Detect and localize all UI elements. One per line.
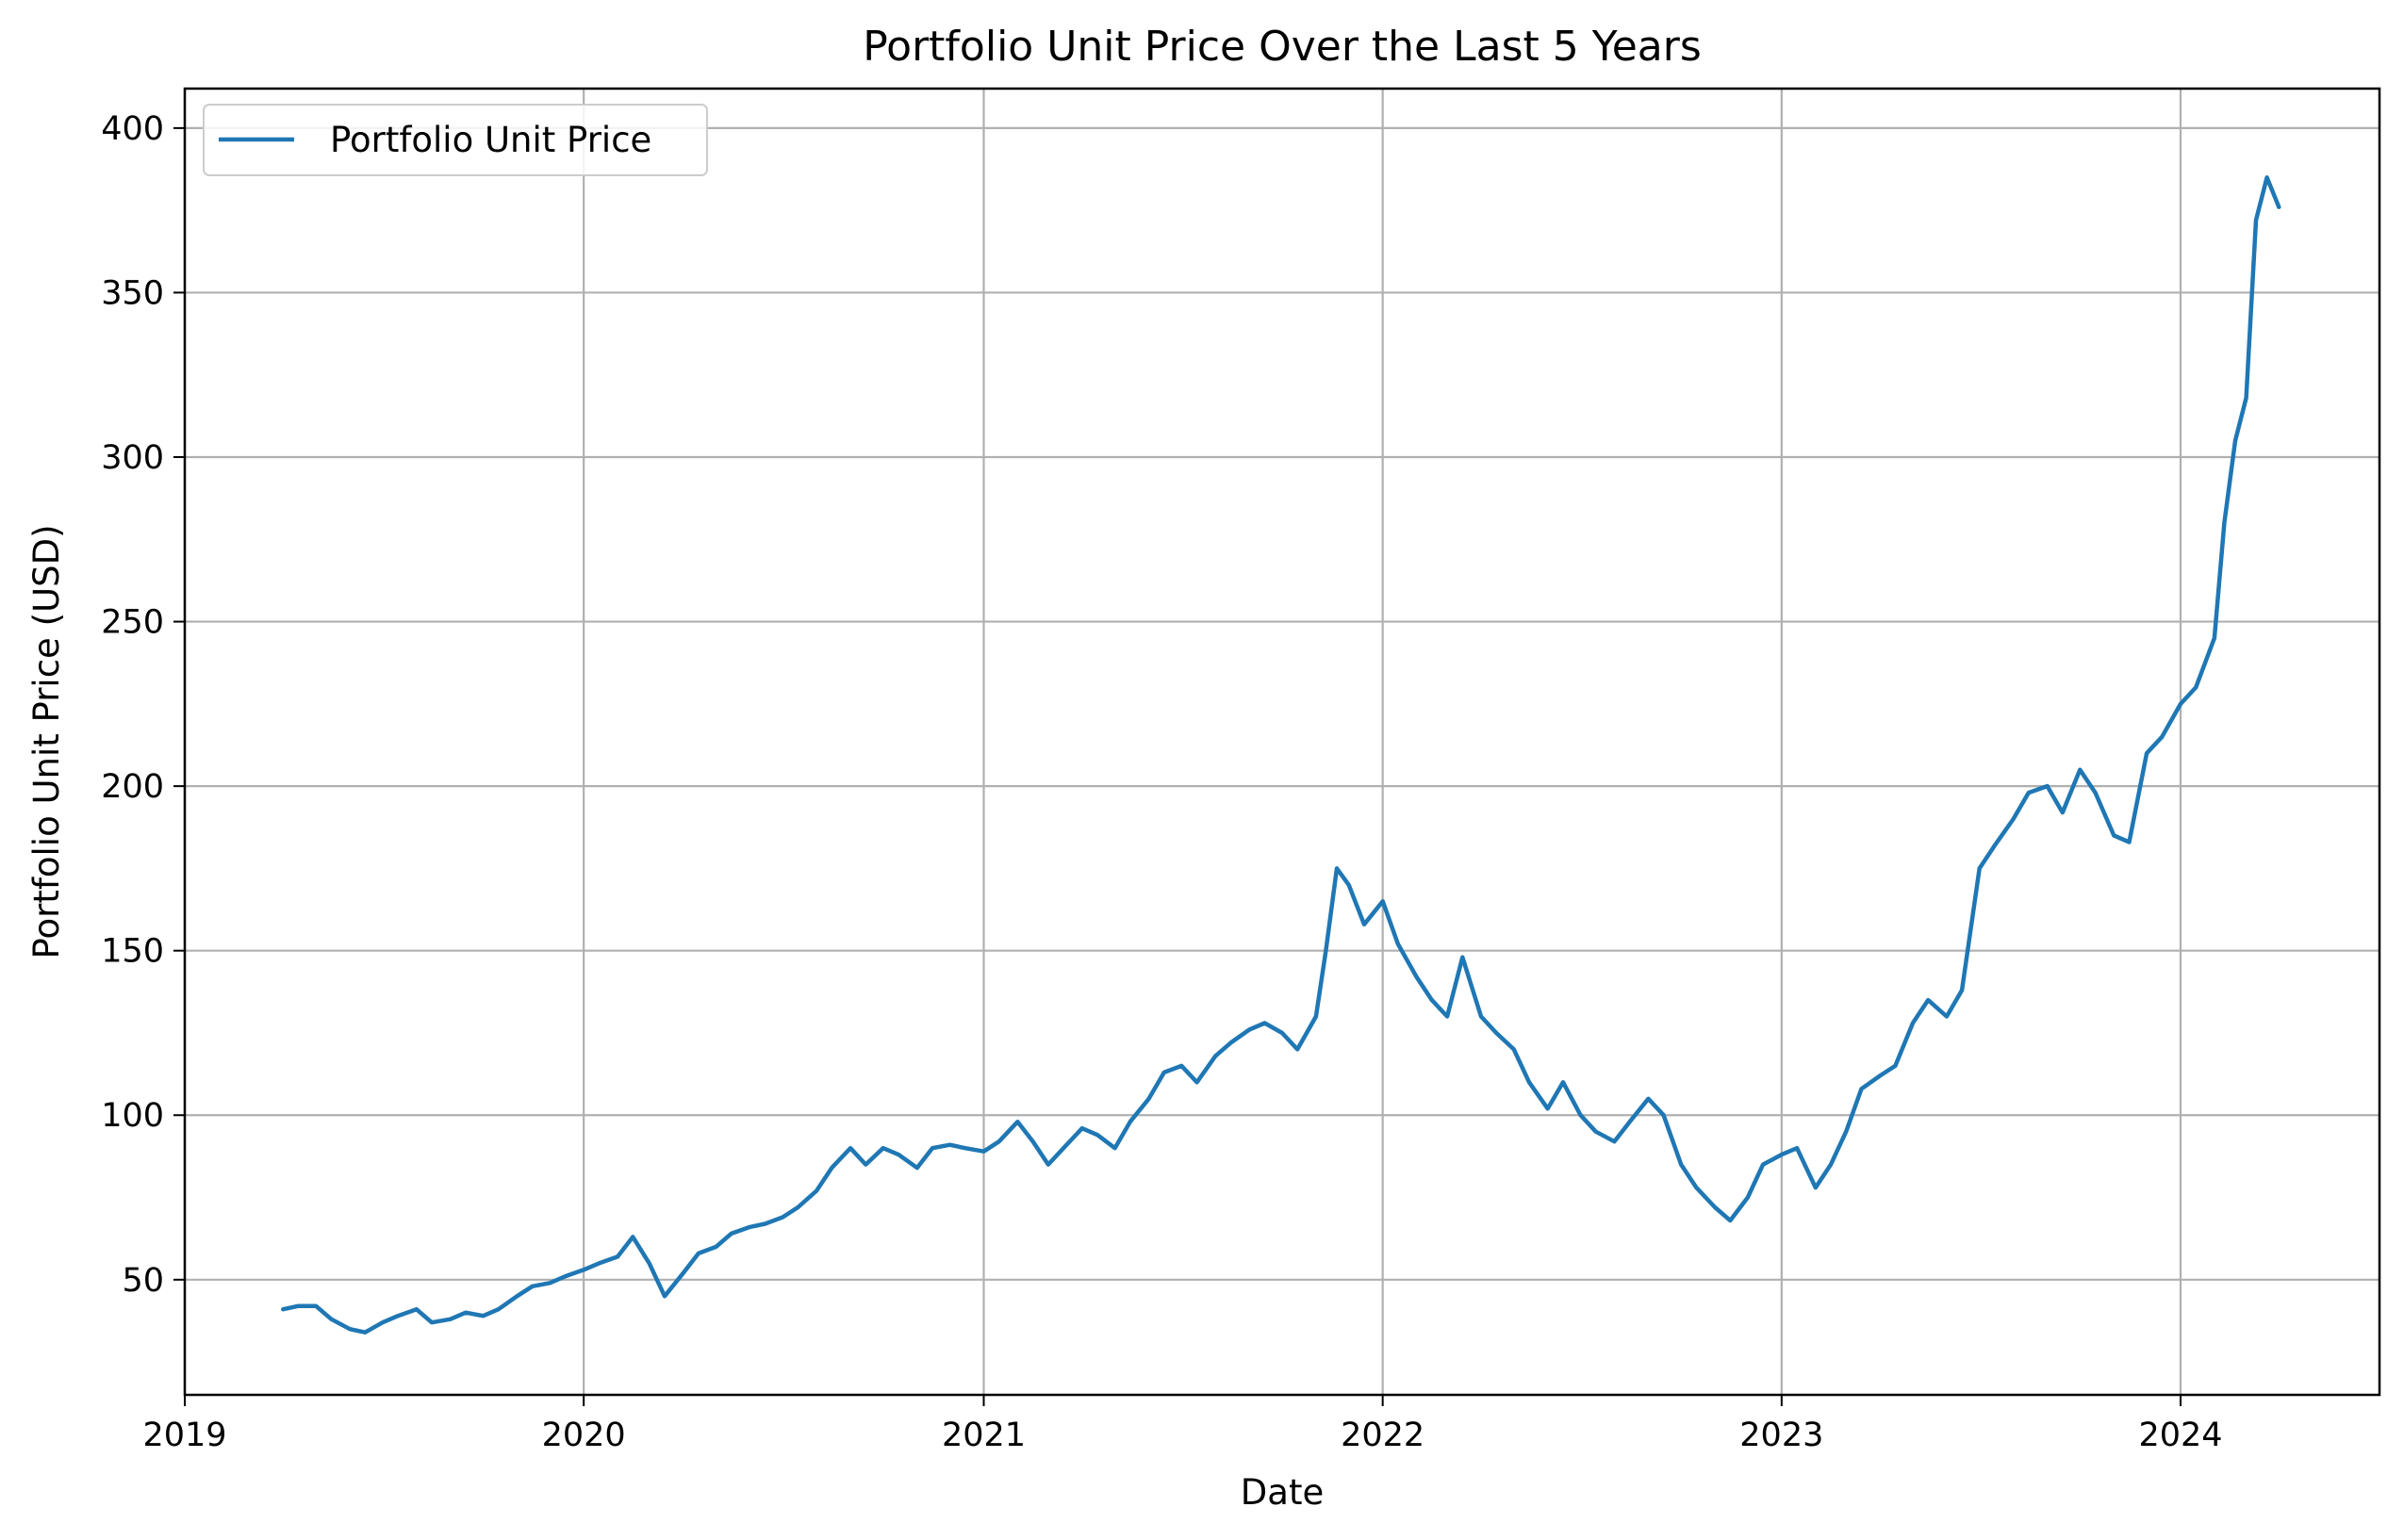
y-tick-label: 350 (101, 274, 164, 312)
x-axis-ticks: 2019 2020 2021 2022 2023 2024 (142, 1395, 2223, 1454)
x-tick-label: 2021 (942, 1417, 1026, 1454)
y-tick-label: 150 (101, 933, 164, 971)
legend: Portfolio Unit Price (203, 104, 708, 176)
grid-lines (183, 89, 2379, 1395)
legend-label: Portfolio Unit Price (330, 120, 651, 160)
y-tick-label: 300 (101, 439, 164, 477)
x-tick-label: 2023 (1739, 1417, 1823, 1454)
y-tick-label: 100 (101, 1097, 164, 1135)
y-tick-label: 50 (122, 1262, 164, 1300)
chart-title: Portfolio Unit Price Over the Last 5 Yea… (863, 23, 1702, 71)
x-tick-label: 2020 (542, 1417, 626, 1454)
series-group (281, 175, 2281, 1335)
series-line-portfolio-unit-price (281, 175, 2281, 1335)
y-axis-ticks: 50 100 150 200 250 300 350 400 (101, 110, 185, 1300)
y-axis-label: Portfolio Unit Price (USD) (26, 524, 67, 958)
plot-frame (183, 87, 2381, 1397)
x-tick-label: 2022 (1341, 1417, 1424, 1454)
x-tick-label: 2019 (142, 1417, 226, 1454)
y-tick-label: 200 (101, 768, 164, 806)
legend-box (203, 104, 708, 176)
y-tick-label: 250 (101, 604, 164, 642)
x-axis-label: Date (1241, 1472, 1324, 1513)
x-tick-label: 2024 (2138, 1417, 2222, 1454)
y-tick-label: 400 (101, 110, 164, 148)
